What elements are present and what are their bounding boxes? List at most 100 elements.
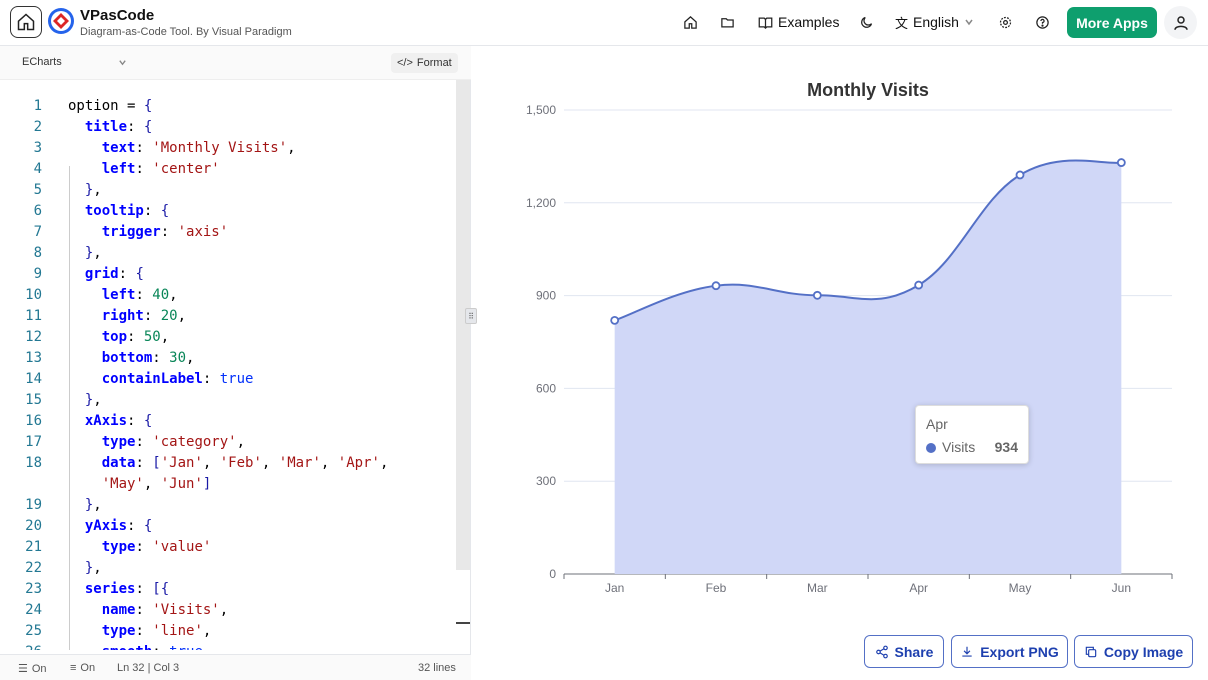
open-folder-button[interactable]: [720, 11, 735, 33]
copy-image-button[interactable]: Copy Image: [1074, 635, 1193, 668]
export-png-button[interactable]: Export PNG: [951, 635, 1068, 668]
code-line[interactable]: 6 tooltip: {: [0, 201, 456, 222]
line-number: 24: [25, 602, 42, 618]
app-subtitle: Diagram-as-Code Tool. By Visual Paradigm: [80, 26, 292, 38]
code-line[interactable]: 20 yAxis: {: [0, 516, 456, 537]
line-number: 13: [25, 350, 42, 366]
code-line[interactable]: 2 title: {: [0, 117, 456, 138]
code-text: bottom: 30,: [101, 350, 195, 366]
data-point: [1015, 170, 1025, 180]
download-icon: [962, 646, 972, 657]
app-name: VPasCode: [80, 7, 155, 24]
code-line[interactable]: 22 },: [0, 558, 456, 579]
theme-toggle[interactable]: [859, 11, 874, 33]
code-line[interactable]: 13 bottom: 30,: [0, 348, 456, 369]
code-line[interactable]: 23 series: [{: [0, 579, 456, 600]
code-text: type: 'line',: [101, 623, 212, 639]
translate-icon: 文: [895, 15, 909, 31]
line-number: 5: [33, 182, 42, 198]
line-number: 12: [25, 329, 42, 345]
x-tick-label: Mar: [807, 581, 828, 595]
home-nav-button[interactable]: [683, 11, 698, 33]
line-number: 4: [33, 161, 42, 177]
format-button[interactable]: </> Format: [391, 53, 458, 73]
line-number: 22: [25, 560, 42, 576]
code-line[interactable]: 5 },: [0, 180, 456, 201]
code-line[interactable]: 11 right: 20,: [0, 306, 456, 327]
code-line[interactable]: 'May', 'Jun']: [0, 474, 456, 495]
y-tick-label: 0: [549, 567, 556, 581]
folder-icon: [721, 17, 734, 27]
code-line[interactable]: 1 option = {: [0, 96, 456, 117]
code-line[interactable]: 26 smooth: true,: [0, 642, 456, 650]
code-line[interactable]: 24 name: 'Visits',: [0, 600, 456, 621]
diagram-type-select[interactable]: ECharts: [22, 56, 127, 68]
code-line[interactable]: 19 },: [0, 495, 456, 516]
list-icon: ☰: [18, 663, 28, 675]
code-text: trigger: 'axis': [101, 224, 229, 240]
code-line[interactable]: 18 data: ['Jan', 'Feb', 'Mar', 'Apr',: [0, 453, 456, 474]
code-editor[interactable]: 1 option = {2 title: {3 text: 'Monthly Vi…: [0, 96, 456, 650]
language-selector[interactable]: 文 English: [895, 11, 974, 33]
code-line[interactable]: 17 type: 'category',: [0, 432, 456, 453]
editor-scrollbar[interactable]: [456, 80, 470, 570]
line-number: 16: [25, 413, 42, 429]
data-point: [1116, 158, 1126, 167]
more-apps-button[interactable]: More Apps: [1067, 7, 1157, 38]
line-number: 2: [33, 119, 42, 135]
help-button[interactable]: [1035, 11, 1050, 33]
y-tick-label: 300: [536, 474, 556, 488]
code-text: },: [84, 560, 102, 576]
data-point: [610, 315, 620, 325]
code-line[interactable]: 9 grid: {: [0, 264, 456, 285]
code-text: left: 'center': [101, 161, 220, 177]
export-label: Export PNG: [980, 643, 1059, 660]
line-number: 20: [25, 518, 42, 534]
code-editor-pane: ECharts </> Format 1 option = {2 title: {…: [0, 46, 471, 680]
y-tick-label: 1,500: [526, 103, 556, 117]
user-button[interactable]: [1164, 6, 1197, 39]
examples-button[interactable]: Examples: [758, 11, 839, 33]
x-tick-label: Jan: [605, 581, 624, 595]
word-wrap-toggle[interactable]: ≡ On: [70, 662, 95, 674]
code-line[interactable]: 15 },: [0, 390, 456, 411]
code-line[interactable]: 3 text: 'Monthly Visits',: [0, 138, 456, 159]
editor-status-bar: ☰ On ≡ On Ln 32 | Col 3 32 lines: [0, 654, 471, 680]
data-point: [914, 280, 924, 290]
code-line[interactable]: 8 },: [0, 243, 456, 264]
code-line[interactable]: 25 type: 'line',: [0, 621, 456, 642]
code-text: name: 'Visits',: [101, 602, 229, 618]
tooltip-series-marker: [926, 443, 936, 453]
line-number: 15: [25, 392, 42, 408]
code-line[interactable]: 14 containLabel: true: [0, 369, 456, 390]
home-button[interactable]: [10, 6, 42, 38]
code-line[interactable]: 4 left: 'center': [0, 159, 456, 180]
code-line[interactable]: 7 trigger: 'axis': [0, 222, 456, 243]
code-text: yAxis: {: [84, 518, 153, 534]
code-line[interactable]: 10 left: 40,: [0, 285, 456, 306]
series-area: [614, 160, 1122, 575]
user-icon: [1173, 15, 1188, 30]
line-numbers-toggle[interactable]: ☰ On: [18, 662, 47, 676]
code-text: xAxis: {: [84, 413, 153, 429]
code-line[interactable]: 21 type: 'value': [0, 537, 456, 558]
chevron-down-icon: [119, 59, 126, 65]
chart-tooltip: Apr Visits 934: [915, 405, 1029, 464]
code-text: series: [{: [84, 581, 170, 597]
y-tick-label: 900: [536, 289, 556, 303]
code-text: },: [84, 245, 102, 261]
chart-preview: Monthly Visits 0 300 600 900 1,200 1,500 Jan Feb…: [472, 46, 1208, 680]
pane-resize-handle[interactable]: ⠿: [465, 308, 477, 324]
home-icon: [684, 15, 697, 29]
line-number: 3: [33, 140, 42, 156]
line-number: 6: [33, 203, 42, 219]
code-line[interactable]: 16 xAxis: {: [0, 411, 456, 432]
moon-icon: [861, 16, 873, 28]
home-icon: [17, 13, 35, 31]
code-text: 'May', 'Jun']: [101, 476, 212, 492]
diagram-type-label: ECharts: [22, 56, 62, 68]
settings-button[interactable]: [998, 11, 1013, 33]
chart-svg: Monthly Visits 0 300 600 900 1,200 1,500 Jan Feb…: [526, 80, 1173, 595]
share-button[interactable]: Share: [864, 635, 944, 668]
code-line[interactable]: 12 top: 50,: [0, 327, 456, 348]
